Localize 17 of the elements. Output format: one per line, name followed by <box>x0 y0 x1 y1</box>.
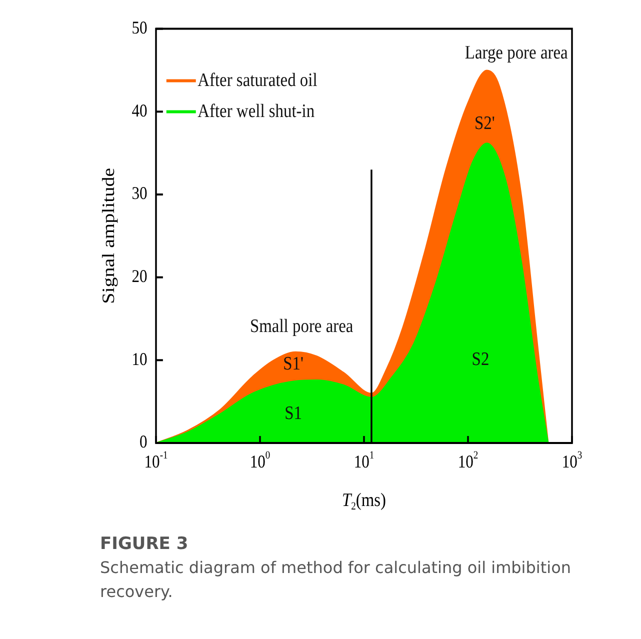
annotation: S1' <box>283 352 304 374</box>
y-axis-title: Signal amplitude <box>98 168 118 304</box>
annotation: S1 <box>284 402 302 424</box>
annotation: Large pore area <box>464 42 568 63</box>
legend-label: After saturated oil <box>198 68 318 90</box>
caption: FIGURE 3 <box>100 533 190 556</box>
y-tick-label: 0 <box>140 432 148 452</box>
y-tick-label: 30 <box>132 183 148 204</box>
y-tick-label: 50 <box>132 18 148 38</box>
y-tick-label: 40 <box>132 100 148 121</box>
y-tick-label: 20 <box>132 266 148 286</box>
text: Schematic diagram of method for calculating oil imbibition recovery. <box>100 557 572 603</box>
annotation: S2 <box>472 348 490 370</box>
annotation: Small pore area <box>250 314 354 336</box>
legend-label: After well shut-in <box>198 100 315 122</box>
annotation: S2' <box>474 112 495 134</box>
y-tick-label: 10 <box>132 348 148 370</box>
